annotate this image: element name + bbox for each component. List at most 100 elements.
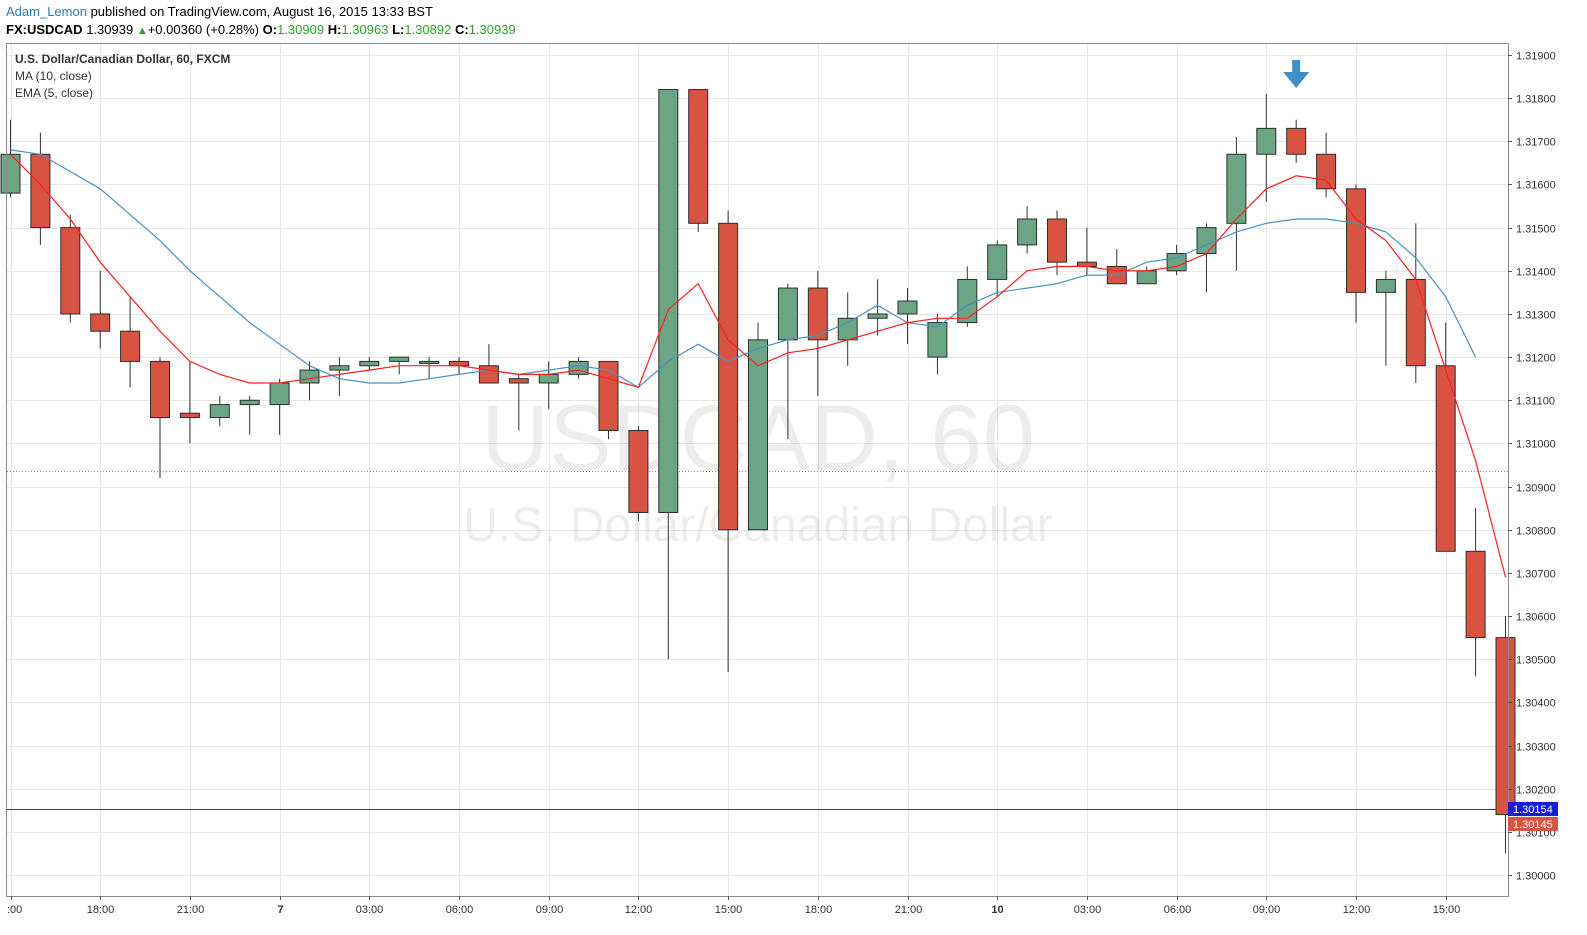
close-label: C: bbox=[454, 22, 469, 37]
publish-info: published on TradingView.com, August 16,… bbox=[90, 4, 433, 19]
candle-body-down bbox=[807, 287, 828, 341]
candle-body-up bbox=[1256, 127, 1277, 155]
candle-body-up bbox=[777, 287, 798, 341]
candle-body-down bbox=[1286, 127, 1307, 155]
time-tick-label: 09:00 bbox=[1253, 904, 1281, 916]
price-tick-label: 1.30000 bbox=[1516, 871, 1556, 883]
candle-body-up bbox=[1196, 227, 1217, 255]
time-tick-label: :00 bbox=[7, 904, 22, 916]
candle-body-up bbox=[389, 356, 410, 362]
candle-body-up bbox=[837, 317, 858, 341]
candle-body-up bbox=[1017, 218, 1038, 246]
close-value: 1.30939 bbox=[468, 22, 516, 37]
candle-body-up bbox=[927, 322, 948, 358]
author-link[interactable]: Adam_Lemon bbox=[6, 4, 87, 19]
legend-ma[interactable]: MA (10, close) bbox=[15, 69, 92, 83]
candle-body-up bbox=[748, 339, 768, 531]
candle-body-down bbox=[628, 429, 649, 513]
candle-body-up bbox=[867, 313, 888, 319]
price-tick-label: 1.30700 bbox=[1516, 569, 1556, 581]
time-tick-label: 15:00 bbox=[1433, 904, 1461, 916]
publish-line: Adam_Lemon published on TradingView.com,… bbox=[6, 3, 433, 20]
time-tick-label: 03:00 bbox=[1074, 904, 1102, 916]
price-tick-label: 1.30800 bbox=[1516, 526, 1556, 538]
time-tick-label: 15:00 bbox=[715, 904, 743, 916]
legend: U.S. Dollar/Canadian Dollar, 60, FXCM MA… bbox=[15, 51, 230, 102]
time-tick-label: 18:00 bbox=[87, 904, 115, 916]
high-label: H: bbox=[327, 22, 342, 37]
time-tick-label: 18:00 bbox=[805, 904, 833, 916]
time-tick-label: 12:00 bbox=[625, 904, 653, 916]
arrow-down-icon bbox=[1283, 60, 1310, 88]
moving-averages bbox=[10, 149, 1507, 578]
price-tick-label: 1.31700 bbox=[1516, 137, 1556, 149]
price-label-text: 1.30154 bbox=[1513, 804, 1553, 816]
candle-body-up bbox=[0, 153, 21, 194]
candle-body-down bbox=[1047, 218, 1067, 263]
open-label: O: bbox=[262, 22, 278, 37]
legend-title: U.S. Dollar/Canadian Dollar, 60, FXCM bbox=[15, 52, 231, 66]
price-tick-label: 1.31800 bbox=[1516, 94, 1556, 106]
candle-body-up bbox=[897, 300, 918, 315]
candle-body-up bbox=[419, 360, 440, 364]
time-tick-label: 21:00 bbox=[895, 904, 923, 916]
candle-body-down bbox=[1495, 637, 1516, 816]
candle-body-down bbox=[1346, 188, 1366, 293]
candle-body-up bbox=[209, 404, 230, 419]
time-tick-label: 21:00 bbox=[177, 904, 205, 916]
time-tick-label: 09:00 bbox=[536, 904, 564, 916]
candle-body-down bbox=[120, 330, 141, 362]
price-label-text: 1.30145 bbox=[1513, 819, 1553, 831]
price-tick-label: 1.30300 bbox=[1516, 742, 1556, 754]
price-tick-label: 1.30400 bbox=[1516, 698, 1556, 710]
candle-body-up bbox=[957, 278, 978, 324]
candle-body-down bbox=[1435, 365, 1456, 552]
candle-body-down bbox=[718, 222, 739, 531]
time-tick-label: 7 bbox=[277, 904, 283, 916]
price-axis[interactable]: 1.31900 1.31800 1.31700 1.31600 1.31500 1.314… bbox=[1508, 51, 1558, 883]
candle-body-up bbox=[1375, 278, 1396, 293]
price-tick-label: 1.31100 bbox=[1516, 396, 1555, 408]
candle-body-up bbox=[359, 360, 380, 367]
low-label: L: bbox=[392, 22, 405, 37]
candle-body-down bbox=[179, 412, 200, 419]
candle-body-up bbox=[1166, 253, 1187, 272]
time-tick-label: 06:00 bbox=[1164, 904, 1192, 916]
candle-body-up bbox=[538, 373, 559, 384]
low-value: 1.30892 bbox=[404, 22, 452, 37]
candle-body-down bbox=[60, 227, 81, 315]
signal-marker bbox=[1283, 60, 1310, 88]
candle-body-up bbox=[1136, 270, 1157, 285]
time-tick-label: 03:00 bbox=[356, 904, 384, 916]
price-tick-label: 1.31000 bbox=[1516, 439, 1556, 451]
candle-body-down bbox=[598, 360, 619, 431]
ma-10-line bbox=[10, 149, 1477, 389]
legend-ema[interactable]: EMA (5, close) bbox=[15, 86, 94, 100]
ema-5-line bbox=[10, 153, 1507, 578]
change-up-icon: ▲ bbox=[136, 25, 148, 37]
candle-body-up bbox=[239, 399, 260, 406]
time-axis[interactable]: :00 18:00 21:00 7 03:00 06:00 09:00 12:00 15:00 1… bbox=[7, 896, 1460, 916]
price-tick-label: 1.31500 bbox=[1516, 224, 1556, 236]
candle-body-up bbox=[269, 382, 290, 406]
high-value: 1.30963 bbox=[341, 22, 389, 37]
price-tick-label: 1.30600 bbox=[1516, 612, 1556, 624]
candle-body-up bbox=[987, 244, 1008, 280]
candle-body-down bbox=[508, 378, 529, 384]
price-label-box bbox=[1508, 817, 1558, 831]
candle-body-down bbox=[1405, 278, 1426, 367]
candle-body-down bbox=[90, 313, 111, 332]
candle-body-down bbox=[1316, 153, 1337, 190]
symbol-quote-line: FX:USDCAD 1.30939 ▲+0.00360 (+0.28%) O:1… bbox=[6, 21, 516, 40]
price-tick-label: 1.31300 bbox=[1516, 310, 1556, 322]
candle-body-down bbox=[449, 360, 469, 367]
time-tick-label: 10 bbox=[991, 904, 1003, 916]
candle-body-down bbox=[30, 153, 51, 229]
price-tick-label: 1.30900 bbox=[1516, 483, 1556, 495]
time-tick-label: 06:00 bbox=[446, 904, 474, 916]
price-tick-label: 1.30500 bbox=[1516, 655, 1556, 667]
candle-body-up bbox=[1226, 153, 1247, 224]
plot-frame bbox=[6, 43, 1509, 897]
price-change: +0.00360 (+0.28%) bbox=[147, 22, 260, 37]
